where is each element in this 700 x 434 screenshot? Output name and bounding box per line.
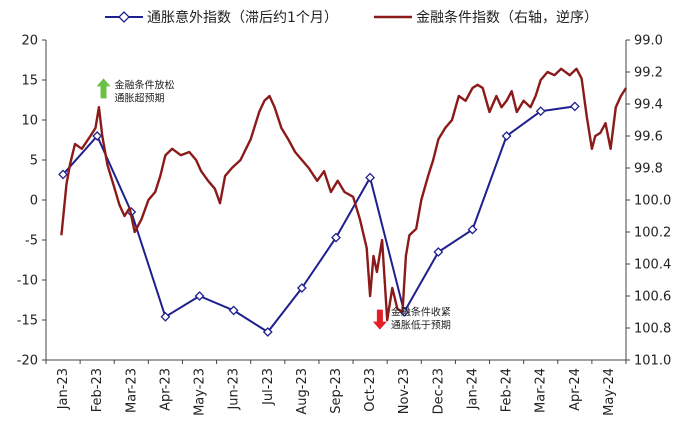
arrow-down-icon xyxy=(372,309,387,330)
data-point-marker xyxy=(58,169,68,180)
chart-legend: 通胀意外指数（滞后约1个月） 金融条件指数（右轴，逆序） xyxy=(105,9,598,26)
x-tick-label: May-24 xyxy=(602,368,617,416)
data-point-marker xyxy=(296,283,307,293)
y-left-tick-label: -10 xyxy=(17,274,38,289)
legend-marker-inflation xyxy=(118,11,130,23)
x-tick-label: Feb-24 xyxy=(500,368,515,412)
data-point-marker xyxy=(365,172,376,183)
y-right-tick-label: 99.6 xyxy=(634,130,663,145)
plot-area xyxy=(58,67,628,337)
x-tick-label: Apr-24 xyxy=(568,368,583,411)
x-tick-label: Jul-23 xyxy=(261,368,276,406)
x-tick-label: Feb-23 xyxy=(90,368,105,412)
x-tick-label: Sep-23 xyxy=(329,368,344,414)
x-tick-label: Jan-24 xyxy=(465,368,480,410)
inflation-surprise-line xyxy=(62,105,575,333)
y-left-tick-label: 15 xyxy=(21,74,38,89)
y-left-tick-label: -15 xyxy=(17,314,38,329)
x-tick-label: May-23 xyxy=(193,368,208,416)
x-tick-label: Nov-23 xyxy=(397,368,412,414)
y-left-tick-label: 10 xyxy=(21,114,38,129)
data-point-marker xyxy=(433,247,444,257)
y-left-tick-label: -5 xyxy=(25,234,38,249)
x-tick-label: Mar-24 xyxy=(534,368,549,413)
y-right-tick-label: 99.8 xyxy=(634,162,663,177)
y-right-tick-label: 99.2 xyxy=(634,66,663,81)
chart-axes: 20 15 10 5 0 -5 -10 -15 -20 99.0 99.2 99.4 99.6 99.8 1… xyxy=(17,34,671,416)
y-right-tick-label: 101.0 xyxy=(634,354,671,369)
y-right-tick-label: 100.0 xyxy=(634,194,671,209)
x-tick-label: Jun-23 xyxy=(227,368,242,411)
y-left-tick-label: 0 xyxy=(30,194,38,209)
data-point-marker xyxy=(569,101,580,112)
y-right-tick-label: 100.8 xyxy=(634,322,671,337)
arrow-up-icon xyxy=(96,78,111,99)
x-tick-label: Aug-23 xyxy=(295,368,310,415)
data-point-marker xyxy=(194,291,205,301)
annotation-text: 金融条件收紧 xyxy=(391,306,451,319)
x-tick-label: Apr-23 xyxy=(158,368,173,411)
data-point-marker xyxy=(467,224,478,235)
annotation-text: 金融条件放松 xyxy=(115,78,175,91)
y-left-tick-label: 5 xyxy=(30,154,38,169)
data-point-marker xyxy=(160,311,171,322)
legend-label-inflation: 通胀意外指数（滞后约1个月） xyxy=(147,9,338,26)
y-right-tick-label: 99.0 xyxy=(634,34,663,49)
annotation-text: 通胀低于预期 xyxy=(391,319,451,332)
legend-label-fci: 金融条件指数（右轴，逆序） xyxy=(416,9,598,26)
data-point-marker xyxy=(228,305,239,316)
data-point-marker xyxy=(92,131,103,141)
data-point-marker xyxy=(501,131,512,141)
y-right-tick-label: 100.6 xyxy=(634,290,671,305)
y-right-tick-label: 100.4 xyxy=(634,258,671,273)
data-point-marker xyxy=(262,327,273,337)
financial-conditions-line xyxy=(60,67,628,322)
y-left-tick-label: 20 xyxy=(21,34,38,49)
y-right-tick-label: 100.2 xyxy=(634,226,671,241)
y-right-tick-label: 99.4 xyxy=(634,98,663,113)
data-point-marker xyxy=(535,106,546,117)
x-tick-label: Jan-23 xyxy=(56,368,71,410)
annotation-text: 通胀超预期 xyxy=(115,91,165,104)
y-left-tick-label: -20 xyxy=(17,354,38,369)
data-point-marker xyxy=(331,232,341,243)
x-tick-label: Dec-23 xyxy=(431,368,446,414)
x-tick-label: Oct-23 xyxy=(363,368,378,412)
x-tick-label: Mar-23 xyxy=(124,368,139,413)
